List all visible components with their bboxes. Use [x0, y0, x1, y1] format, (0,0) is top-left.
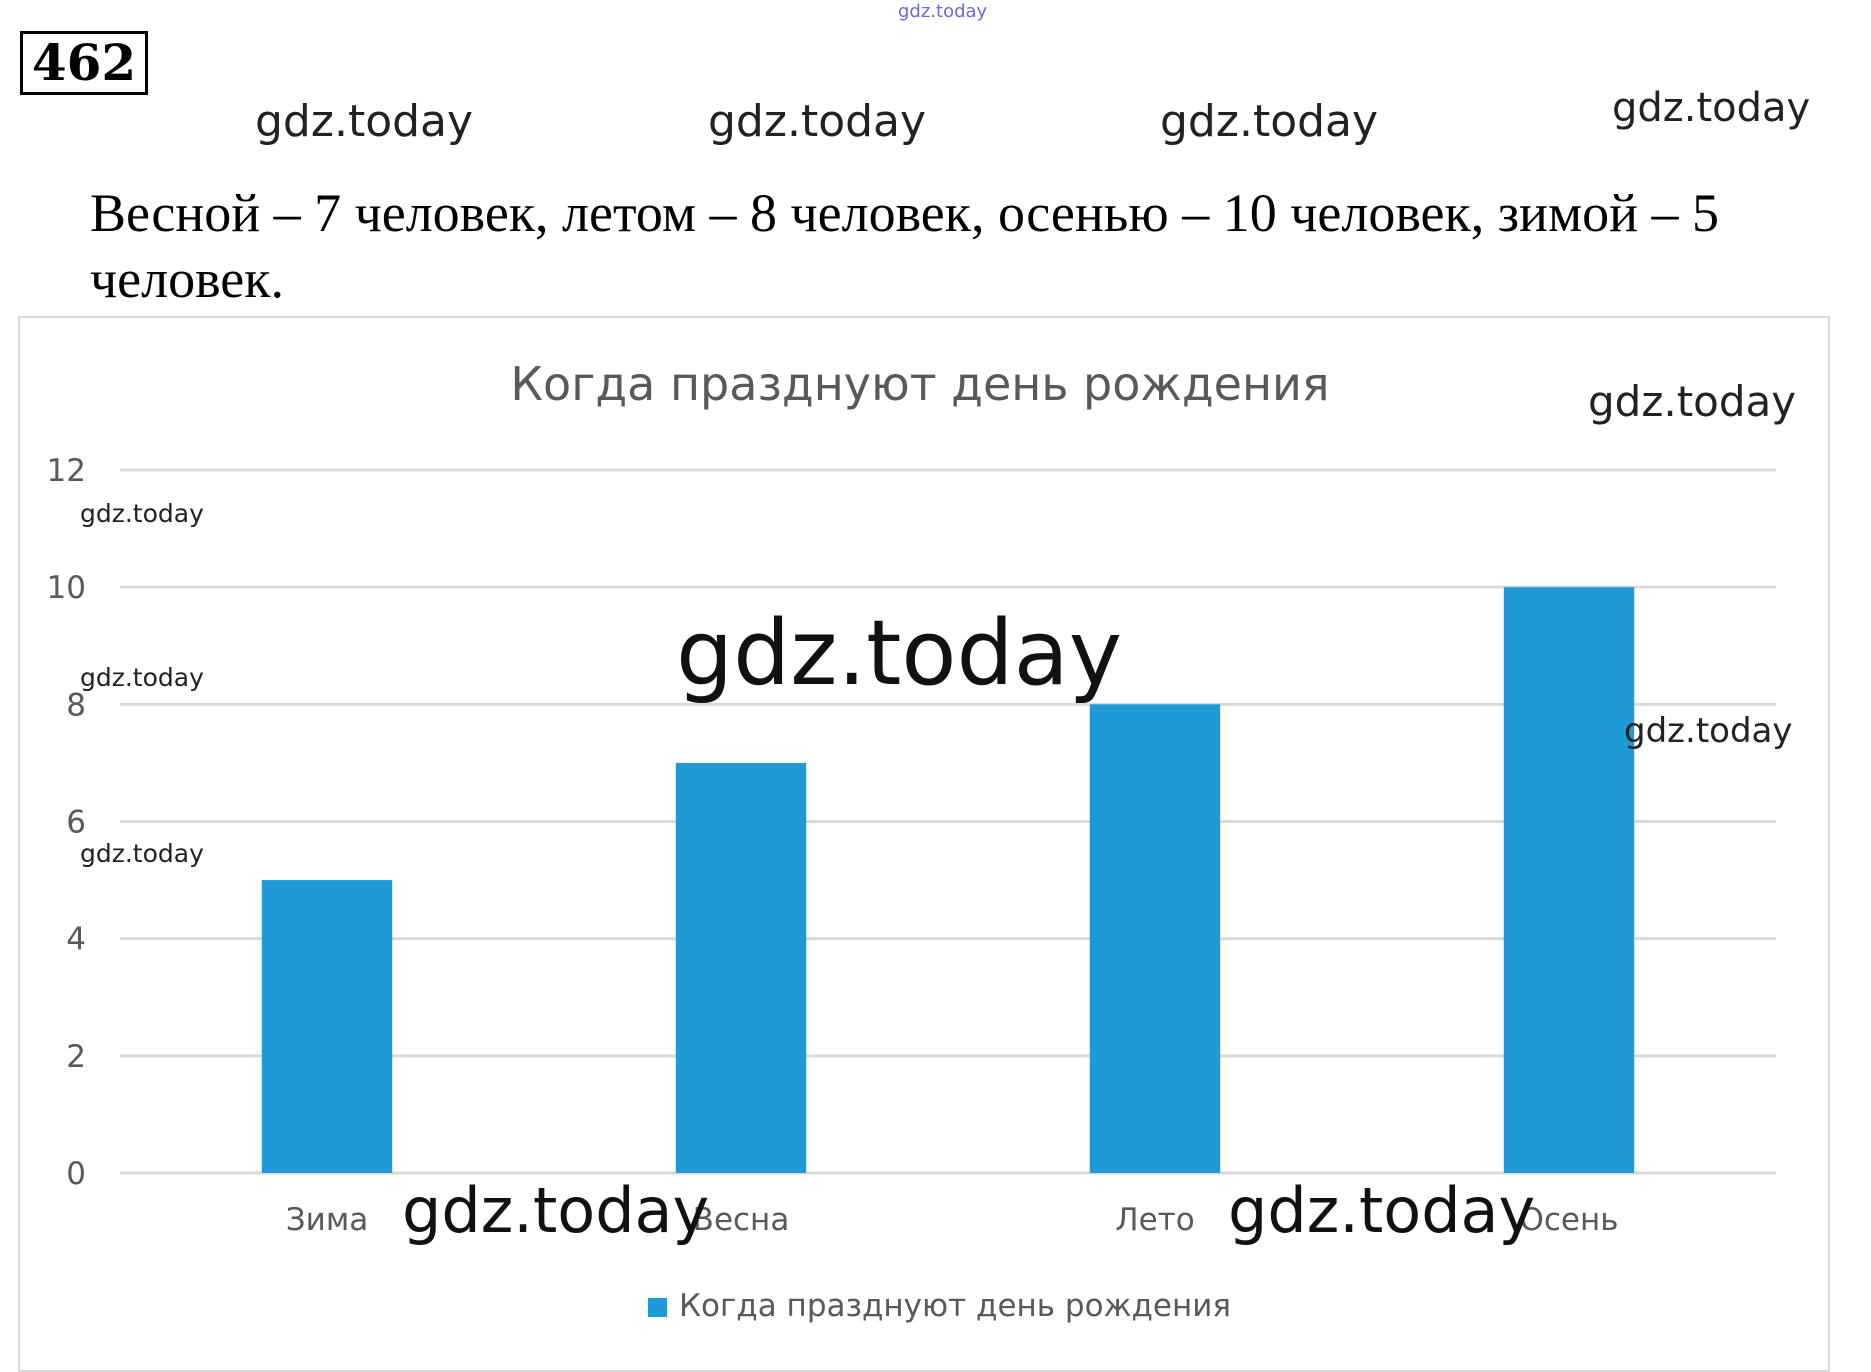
y-tick-label: 10 [47, 570, 86, 606]
watermark-center-large: gdz.today [676, 601, 1122, 706]
watermark-title-side: gdz.today [1588, 377, 1796, 426]
legend-label: Когда празднуют день рождения [679, 1288, 1231, 1324]
grid-lines [120, 468, 1776, 1175]
bar-2 [675, 762, 807, 1173]
y-tick-label: 0 [66, 1156, 86, 1192]
chart-frame [18, 316, 1830, 1372]
x-tick-label: Зима [286, 1202, 368, 1238]
y-tick-label: 12 [47, 453, 86, 489]
y-axis-ticks: 0 2 4 6 8 10 12 [47, 453, 86, 1192]
bars [261, 587, 1635, 1173]
legend: Когда празднуют день рождения [648, 1288, 1231, 1324]
watermark-top: gdz.today [898, 1, 988, 22]
x-tick-label: Лето [1115, 1202, 1194, 1238]
problem-statement: Весной – 7 человек, летом – 8 человек, о… [90, 183, 1720, 309]
watermark-axis-3: gdz.today [80, 839, 204, 868]
x-axis-labels: Зима Весна Лето Осень [286, 1202, 1619, 1238]
watermark-bottom-1: gdz.today [402, 1174, 709, 1247]
x-tick-label: Осень [1519, 1202, 1618, 1238]
watermark-axis-1: gdz.today [80, 499, 204, 528]
legend-swatch [648, 1298, 667, 1317]
watermark-row-3: gdz.today [1160, 96, 1379, 147]
chart-watermarks: gdz.today gdz.today gdz.today gdz.today … [80, 377, 1796, 1247]
y-tick-label: 4 [66, 922, 86, 958]
bar-1 [261, 880, 393, 1173]
watermark-row-4: gdz.today [1612, 85, 1811, 131]
watermark-right-mid: gdz.today [1624, 711, 1793, 751]
y-tick-label: 2 [66, 1039, 86, 1075]
x-tick-label: Весна [693, 1202, 790, 1238]
watermark-row-1: gdz.today [255, 96, 474, 147]
bar-4 [1503, 587, 1635, 1173]
task-number: 462 [20, 31, 148, 95]
watermark-axis-2: gdz.today [80, 663, 204, 692]
watermark-bottom-2: gdz.today [1228, 1174, 1535, 1247]
y-tick-label: 6 [66, 805, 86, 841]
watermark-row-2: gdz.today [708, 96, 927, 147]
bar-3 [1089, 704, 1221, 1173]
y-tick-label: 8 [66, 687, 86, 723]
chart-title: Когда празднуют день рождения [510, 357, 1329, 411]
